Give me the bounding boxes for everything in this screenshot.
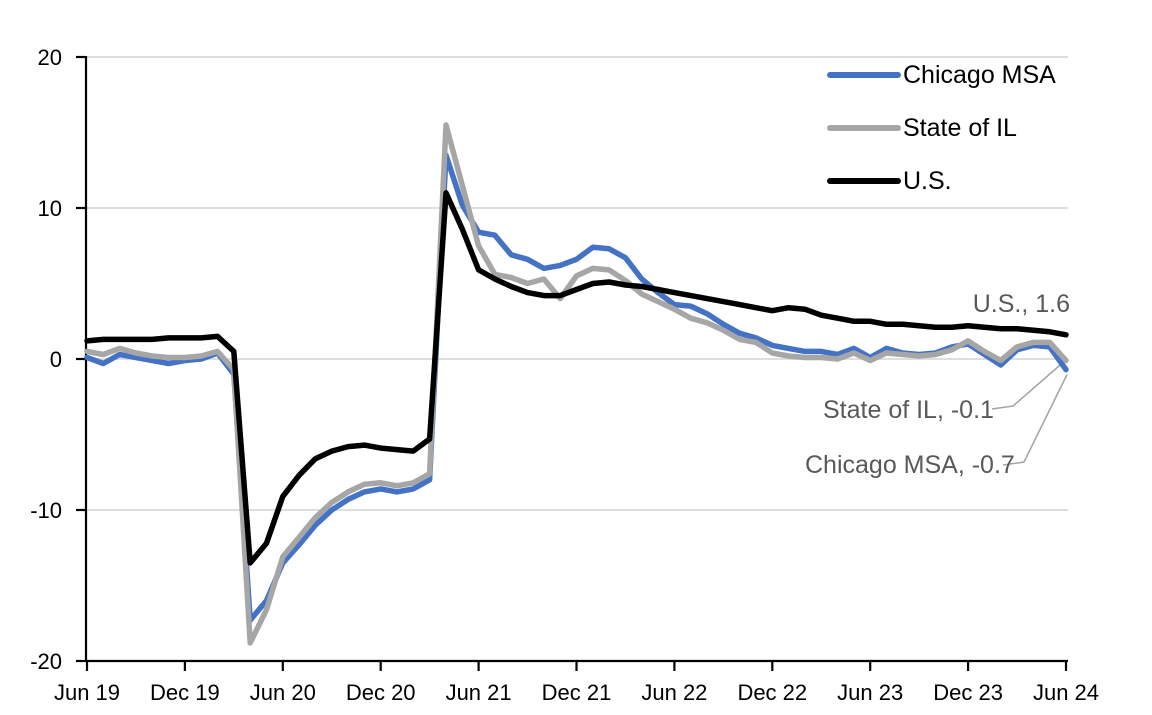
- x-axis-label-dec-21: Dec 21: [542, 680, 612, 705]
- legend-item-chicago-msa: Chicago MSA: [827, 61, 1056, 89]
- end-label-us: U.S., 1.6: [972, 290, 1070, 318]
- series-line-u-s: [84, 190, 1069, 566]
- series-line-state-of-il: [84, 122, 1069, 646]
- x-axis-label-dec-20: Dec 20: [346, 680, 416, 705]
- x-axis-label-jun-21: Jun 21: [446, 680, 512, 705]
- y-axis-label-20: 20: [38, 45, 62, 70]
- x-axis-label-jun-23: Jun 23: [837, 680, 903, 705]
- x-axis-label-jun-20: Jun 20: [250, 680, 316, 705]
- legend-label-us: U.S.: [903, 167, 952, 195]
- x-axis-label-dec-23: Dec 23: [933, 680, 1003, 705]
- x-axis-label-jun-19: Jun 19: [54, 680, 120, 705]
- x-axis-label-dec-22: Dec 22: [737, 680, 807, 705]
- end-label-chicago-msa: Chicago MSA, -0.7: [805, 451, 1015, 479]
- y-axis-label-10: 10: [38, 196, 62, 221]
- legend-swatch-state-of-il: [827, 125, 901, 131]
- legend-item-state-of-il: State of IL: [827, 114, 1017, 142]
- end-label-state-of-il: State of IL, -0.1: [823, 396, 994, 424]
- leader-line-state-of-il: [991, 361, 1064, 410]
- x-axis-label-jun-22: Jun 22: [641, 680, 707, 705]
- legend-swatch-chicago-msa: [827, 72, 901, 78]
- y-axis-label-0: 0: [50, 347, 62, 372]
- legend-item-us: U.S.: [827, 167, 952, 195]
- legend-label-chicago-msa: Chicago MSA: [903, 61, 1056, 89]
- legend-label-state-of-il: State of IL: [903, 114, 1017, 142]
- legend-swatch-us: [827, 178, 901, 184]
- x-axis-label-jun-24: Jun 24: [1033, 680, 1099, 705]
- x-axis-label-dec-19: Dec 19: [150, 680, 220, 705]
- y-axis-label--20: -20: [30, 649, 62, 674]
- leader-line-chicago-msa: [1002, 374, 1068, 466]
- y-axis-label--10: -10: [30, 498, 62, 523]
